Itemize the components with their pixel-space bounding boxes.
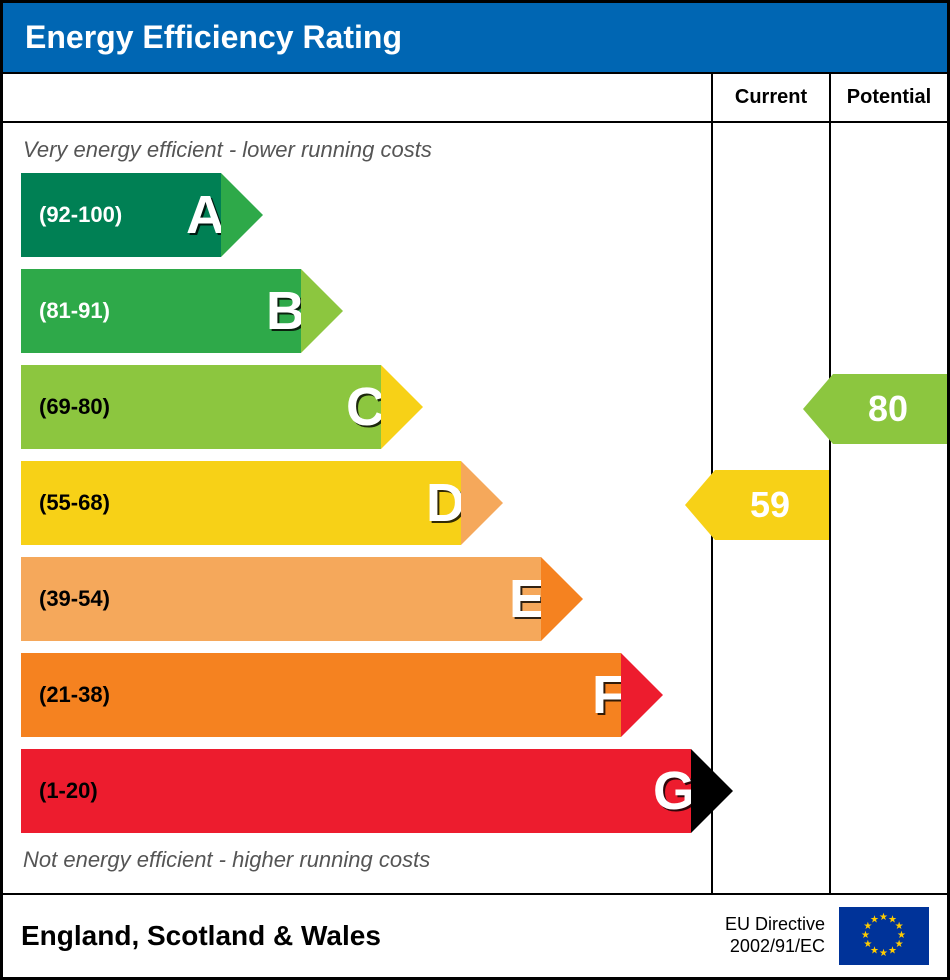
band-e: (39-54) E <box>21 557 711 641</box>
band-range: (21-38) <box>39 682 110 708</box>
band-range: (92-100) <box>39 202 122 228</box>
bars-area: Very energy efficient - lower running co… <box>3 123 711 893</box>
column-header-potential: Potential <box>829 74 947 121</box>
band-b: (81-91) B <box>21 269 711 353</box>
bar-e: (39-54)E <box>21 557 541 641</box>
potential-column: 80 <box>829 123 947 893</box>
directive-line2: 2002/91/EC <box>725 936 825 958</box>
bar-c: (69-80)C <box>21 365 381 449</box>
footer-region: England, Scotland & Wales <box>21 920 725 952</box>
header-row: Current Potential <box>3 72 947 123</box>
directive-line1: EU Directive <box>725 914 825 936</box>
band-a: (92-100) A <box>21 173 711 257</box>
band-d: (55-68) D <box>21 461 711 545</box>
band-range: (81-91) <box>39 298 110 324</box>
epc-chart: Energy Efficiency Rating Current Potenti… <box>0 0 950 980</box>
band-letter: C <box>346 376 385 438</box>
band-range: (55-68) <box>39 490 110 516</box>
band-letter: A <box>186 184 225 246</box>
pointer-current: 59 <box>685 470 829 540</box>
header-spacer <box>3 74 711 121</box>
footer-directive: EU Directive 2002/91/EC <box>725 914 825 957</box>
band-range: (69-80) <box>39 394 110 420</box>
bar-f: (21-38)F <box>21 653 621 737</box>
chart-title: Energy Efficiency Rating <box>3 3 947 72</box>
band-f: (21-38) F <box>21 653 711 737</box>
pointer-current-value: 59 <box>715 470 829 540</box>
band-letter: F <box>592 664 625 726</box>
band-letter: B <box>266 280 305 342</box>
band-letter: E <box>509 568 545 630</box>
band-range: (1-20) <box>39 778 98 804</box>
pointer-potential: 80 <box>803 374 947 444</box>
top-caption: Very energy efficient - lower running co… <box>21 135 711 173</box>
band-letter: G <box>653 760 695 822</box>
bar-d: (55-68)D <box>21 461 461 545</box>
eu-flag-icon: ★★★★★★★★★★★★ <box>839 907 929 965</box>
bottom-caption: Not energy efficient - higher running co… <box>21 845 711 883</box>
bar-a: (92-100)A <box>21 173 221 257</box>
current-column: 59 <box>711 123 829 893</box>
pointer-potential-value: 80 <box>833 374 947 444</box>
band-c: (69-80) C <box>21 365 711 449</box>
band-g: (1-20) G <box>21 749 711 833</box>
bar-b: (81-91)B <box>21 269 301 353</box>
chart-body: Very energy efficient - lower running co… <box>3 123 947 893</box>
band-letter: D <box>426 472 465 534</box>
band-range: (39-54) <box>39 586 110 612</box>
footer: England, Scotland & Wales EU Directive 2… <box>3 893 947 977</box>
bar-g: (1-20)G <box>21 749 691 833</box>
column-header-current: Current <box>711 74 829 121</box>
